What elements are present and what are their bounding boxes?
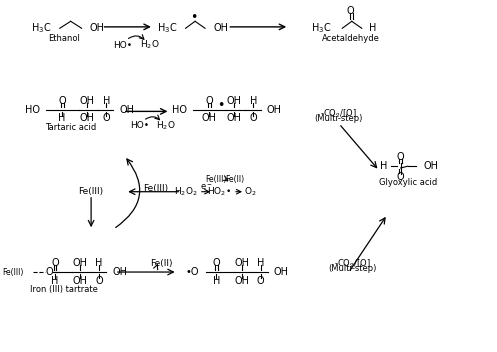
- Text: Fe(III): Fe(III): [2, 268, 23, 277]
- Text: H$_2$O: H$_2$O: [156, 119, 175, 132]
- Text: e$^-$: e$^-$: [200, 182, 212, 192]
- Text: O: O: [46, 267, 53, 277]
- Text: Fe(II): Fe(II): [225, 175, 244, 184]
- Text: •: •: [190, 11, 198, 24]
- Text: OH: OH: [227, 113, 242, 124]
- Text: OH: OH: [112, 267, 127, 277]
- Text: H: H: [381, 161, 388, 171]
- Text: HO: HO: [25, 105, 40, 115]
- Text: O: O: [206, 96, 213, 106]
- Text: OH: OH: [73, 258, 87, 268]
- Text: H: H: [257, 258, 264, 268]
- Text: Fe(III): Fe(III): [144, 184, 168, 193]
- Text: HO: HO: [172, 105, 187, 115]
- Text: OH: OH: [202, 113, 217, 124]
- Text: •O: •O: [185, 267, 199, 277]
- Text: OH: OH: [227, 96, 242, 106]
- Text: H$_2$O: H$_2$O: [140, 39, 160, 51]
- Text: O: O: [58, 96, 66, 106]
- Text: Glyoxylic acid: Glyoxylic acid: [379, 178, 437, 187]
- Text: O$_2$: O$_2$: [245, 186, 257, 198]
- Text: OH: OH: [120, 105, 135, 115]
- Text: OH: OH: [89, 23, 105, 33]
- Text: H: H: [95, 258, 103, 268]
- Text: O: O: [347, 6, 355, 16]
- Text: HO$_2$•: HO$_2$•: [207, 186, 232, 198]
- Text: (Multi-step): (Multi-step): [328, 264, 376, 273]
- Text: OH: OH: [267, 105, 282, 115]
- Text: HO•: HO•: [113, 40, 133, 50]
- Text: H: H: [59, 113, 66, 124]
- Text: H: H: [213, 276, 220, 286]
- Text: O: O: [102, 113, 110, 124]
- Text: (Multi-step): (Multi-step): [314, 114, 362, 123]
- Text: HO•: HO•: [130, 121, 149, 130]
- Text: OH: OH: [234, 276, 249, 286]
- Text: Fe(III): Fe(III): [205, 175, 227, 184]
- Text: H$_3$C: H$_3$C: [157, 21, 177, 35]
- Text: Fe(II): Fe(II): [150, 259, 172, 268]
- Text: -CO$_2$/[O]: -CO$_2$/[O]: [320, 108, 356, 120]
- Text: O: O: [397, 172, 405, 182]
- Text: OH: OH: [213, 23, 228, 33]
- Text: OH: OH: [234, 258, 249, 268]
- Text: Fe(III): Fe(III): [79, 187, 104, 196]
- Text: O: O: [257, 276, 264, 286]
- Text: Iron (III) tartrate: Iron (III) tartrate: [30, 285, 97, 294]
- Text: H$_3$C: H$_3$C: [31, 21, 52, 35]
- Text: OH: OH: [423, 161, 438, 171]
- Text: O: O: [397, 152, 405, 162]
- Text: O: O: [213, 258, 220, 268]
- Text: Acetaldehyde: Acetaldehyde: [322, 33, 380, 43]
- Text: OH: OH: [73, 276, 87, 286]
- Text: O: O: [249, 113, 257, 124]
- Text: -CO$_2$/[O]: -CO$_2$/[O]: [334, 257, 371, 270]
- Text: O: O: [95, 276, 103, 286]
- Text: OH: OH: [80, 113, 95, 124]
- Text: H: H: [102, 96, 110, 106]
- Text: H: H: [250, 96, 257, 106]
- Text: Ethanol: Ethanol: [48, 33, 80, 43]
- Text: OH: OH: [274, 267, 289, 277]
- Text: Tartaric acid: Tartaric acid: [45, 122, 96, 132]
- Text: H$_3$C: H$_3$C: [312, 21, 332, 35]
- Text: O: O: [51, 258, 59, 268]
- Text: H: H: [51, 276, 59, 286]
- Text: H$_2$O$_2$: H$_2$O$_2$: [174, 186, 198, 198]
- Text: H: H: [369, 23, 376, 33]
- Text: OH: OH: [80, 96, 95, 106]
- Text: •: •: [218, 99, 225, 112]
